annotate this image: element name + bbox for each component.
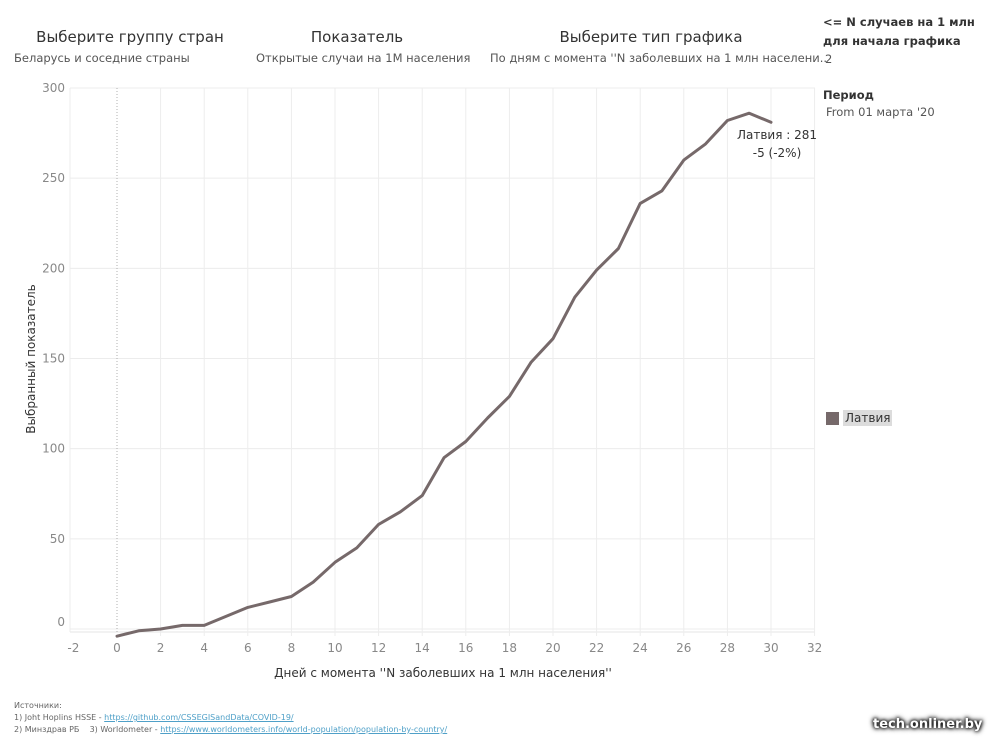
series-group [115, 111, 773, 638]
x-tick-label: 8 [288, 641, 296, 655]
period-value[interactable]: From 01 марта '20 [826, 105, 935, 119]
legend: Латвия [826, 410, 893, 426]
y-tick-label: 200 [42, 261, 65, 275]
x-tick-label: 16 [458, 641, 473, 655]
annotation-line2: -5 (-2%) [753, 146, 802, 160]
x-tick-label: 18 [502, 641, 517, 655]
x-tick-label: -2 [67, 641, 79, 655]
legend-swatch-latvia[interactable] [826, 411, 839, 425]
source-2-text: 2) Минздрав РБ 3) Worldometer - [14, 725, 161, 734]
x-tick-label: 14 [415, 641, 430, 655]
y-tick-label: 0 [57, 615, 65, 629]
source-line-1: 1) Joht Hoplins HSSE - https://github.co… [14, 712, 447, 724]
y-tick-label: 50 [50, 532, 65, 546]
y-tick-labels: 0 50 100 150 200 250 300 [42, 81, 65, 629]
x-axis-title: Дней с момента ''N заболевших на 1 млн н… [274, 666, 612, 680]
country-group-filter-value[interactable]: Беларусь и соседние страны [14, 51, 190, 65]
indicator-filter-title: Показатель [310, 28, 404, 46]
y-tick-label: 100 [42, 442, 65, 456]
series-line-latvia[interactable] [115, 111, 773, 638]
y-tick-label: 150 [42, 352, 65, 366]
period-label: Период [823, 88, 874, 102]
source-line-2: 2) Минздрав РБ 3) Worldometer - https://… [14, 724, 447, 736]
x-tick-label: 10 [327, 641, 342, 655]
watermark: tech.onliner.by [873, 717, 983, 732]
threshold-label-line2: для начала графика [823, 34, 961, 48]
x-tick-label: 22 [589, 641, 604, 655]
y-axis-title: Выбранный показатель [24, 284, 38, 434]
threshold-value[interactable]: 2 [825, 52, 833, 66]
x-tick-label: 30 [763, 641, 778, 655]
x-tick-label: 32 [807, 641, 822, 655]
sources-header: Источники: [14, 701, 62, 710]
country-group-filter-title: Выберите группу стран [36, 28, 224, 46]
x-tick-label: 0 [113, 641, 121, 655]
threshold-label-line1: <= N случаев на 1 млн [823, 15, 975, 29]
x-tick-label: 12 [371, 641, 386, 655]
sources-block: Источники: 1) Joht Hoplins HSSE - https:… [14, 700, 447, 736]
chart-type-filter-value[interactable]: По дням с момента ''N заболевших на 1 мл… [490, 51, 828, 65]
x-tick-label: 24 [633, 641, 648, 655]
y-tick-label: 300 [42, 81, 65, 95]
source-1-text: 1) Joht Hoplins HSSE - [14, 713, 105, 722]
chart-type-filter-title: Выберите тип графика [559, 28, 743, 46]
legend-label-latvia[interactable]: Латвия [843, 410, 893, 426]
x-gridlines [160, 88, 816, 636]
x-tick-label: 26 [676, 641, 691, 655]
source-2-link[interactable]: https://www.worldometers.info/world-popu… [160, 725, 448, 734]
x-tick-label: 4 [200, 641, 208, 655]
x-tick-label: 20 [545, 641, 560, 655]
annotation-line1: Латвия : 281 [737, 128, 817, 142]
x-tick-label: 2 [157, 641, 165, 655]
y-gridlines [69, 87, 815, 633]
x-tick-labels: -2 0 2 4 6 8 10 12 14 16 18 20 22 24 26 28 30 32 [67, 641, 822, 655]
indicator-filter-value[interactable]: Открытые случаи на 1М населения [256, 51, 471, 65]
x-tick-label: 6 [244, 641, 252, 655]
y-tick-label: 250 [42, 171, 65, 185]
source-1-link[interactable]: https://github.com/CSSEGISandData/COVID-… [104, 713, 294, 722]
x-tick-label: 28 [720, 641, 735, 655]
